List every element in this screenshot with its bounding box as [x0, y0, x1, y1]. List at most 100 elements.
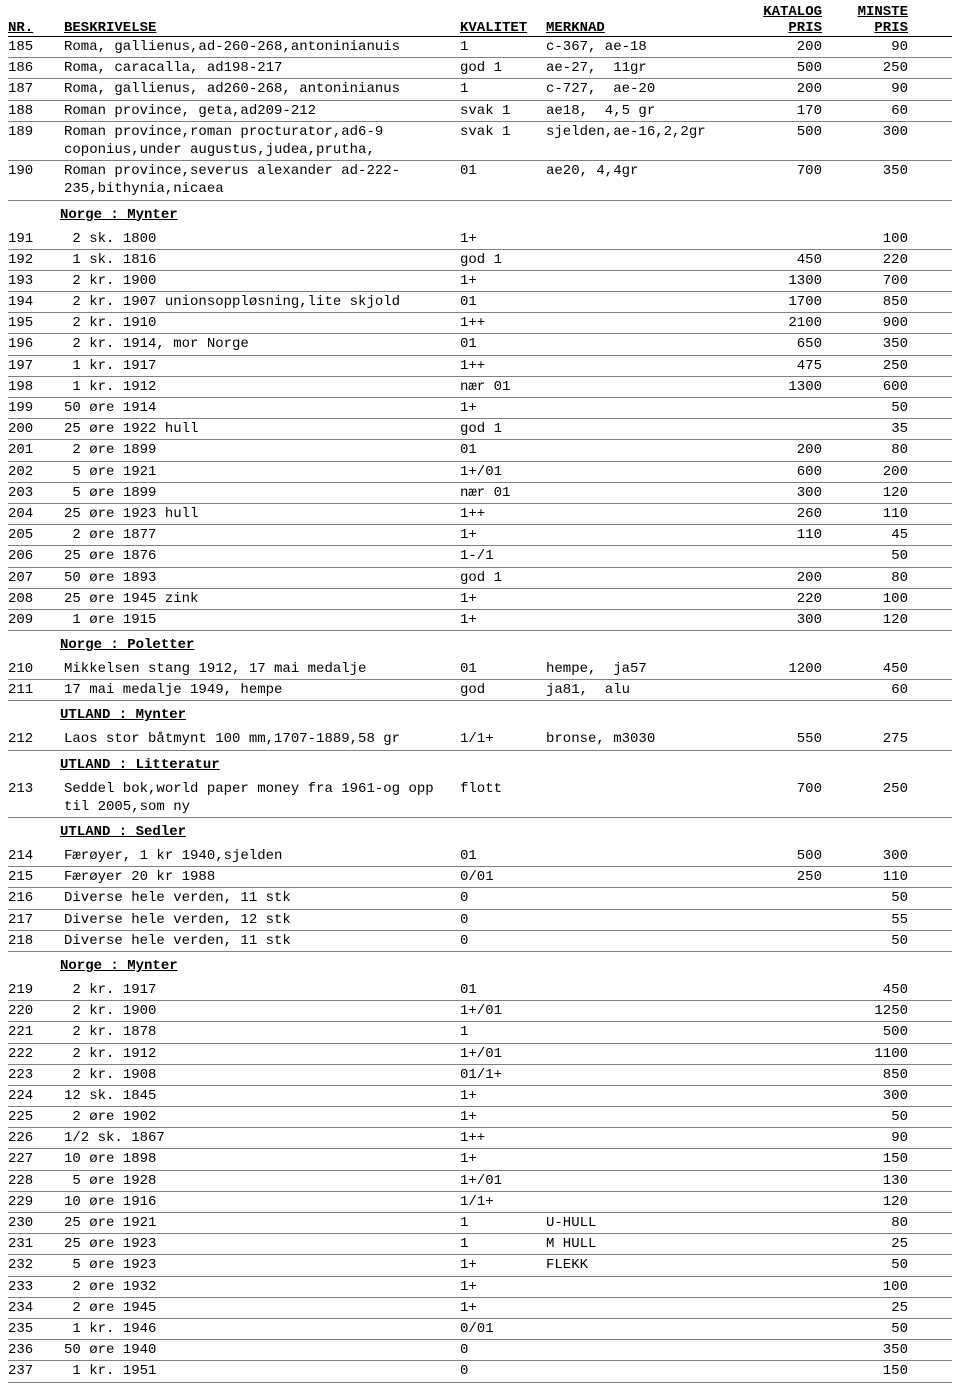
- cell-desc: 5 øre 1921: [64, 463, 460, 481]
- cell-kat: 110: [740, 526, 826, 544]
- cell-merk: [546, 1129, 740, 1147]
- table-row: 228 5 øre 19281+/01130: [8, 1171, 952, 1192]
- cell-kval: 1+/01: [460, 463, 546, 481]
- cell-nr: 225: [8, 1108, 64, 1126]
- cell-nr: 189: [8, 123, 64, 159]
- table-row: 205 2 øre 18771+11045: [8, 525, 952, 546]
- cell-kat: 600: [740, 463, 826, 481]
- cell-kat: [740, 399, 826, 417]
- cell-merk: [546, 357, 740, 375]
- cell-merk: [546, 420, 740, 438]
- cell-merk: [546, 569, 740, 587]
- cell-merk: [546, 251, 740, 269]
- cell-merk: [546, 590, 740, 608]
- table-row: 20425 øre 1923 hull1++260110: [8, 504, 952, 525]
- cell-nr: 236: [8, 1341, 64, 1359]
- cell-kat: [740, 1172, 826, 1190]
- cell-kat: 200: [740, 80, 826, 98]
- cell-desc: 2 kr. 1914, mor Norge: [64, 335, 460, 353]
- cell-min: 250: [826, 780, 912, 816]
- table-row: 223 2 kr. 190801/1+850: [8, 1065, 952, 1086]
- cell-desc: 1 kr. 1946: [64, 1320, 460, 1338]
- cell-desc: 2 øre 1932: [64, 1278, 460, 1296]
- cell-kat: [740, 1066, 826, 1084]
- cell-merk: [546, 1299, 740, 1317]
- cell-kval: 1-/1: [460, 547, 546, 565]
- cell-kat: [740, 1341, 826, 1359]
- section-header: UTLAND : Sedler: [8, 818, 952, 846]
- cell-nr: 219: [8, 981, 64, 999]
- cell-kval: 1+: [460, 1108, 546, 1126]
- cell-desc: Diverse hele verden, 11 stk: [64, 889, 460, 907]
- cell-desc: 2 kr. 1878: [64, 1023, 460, 1041]
- hdr-katalog-pris: PRIS: [740, 20, 826, 36]
- cell-kval: 1+: [460, 1278, 546, 1296]
- cell-kval: nær 01: [460, 484, 546, 502]
- cell-nr: 201: [8, 441, 64, 459]
- cell-kat: 200: [740, 441, 826, 459]
- cell-kat: 1700: [740, 293, 826, 311]
- cell-nr: 202: [8, 463, 64, 481]
- cell-nr: 215: [8, 868, 64, 886]
- table-row: 225 2 øre 19021+50: [8, 1107, 952, 1128]
- hdr-merknad: MERKNAD: [546, 20, 740, 36]
- cell-kval: 01: [460, 162, 546, 198]
- cell-kat: [740, 932, 826, 950]
- cell-min: 50: [826, 889, 912, 907]
- cell-merk: [546, 484, 740, 502]
- cell-kval: 1: [460, 1235, 546, 1253]
- cell-min: 350: [826, 162, 912, 198]
- table-row: 222 2 kr. 19121+/011100: [8, 1044, 952, 1065]
- cell-merk: [546, 1362, 740, 1380]
- table-row: 203 5 øre 1899nær 01300120: [8, 483, 952, 504]
- cell-kat: [740, 1002, 826, 1020]
- table-row: 232 5 øre 19231+FLEKK50: [8, 1255, 952, 1276]
- cell-nr: 196: [8, 335, 64, 353]
- cell-min: 450: [826, 660, 912, 678]
- cell-min: 110: [826, 868, 912, 886]
- cell-merk: [546, 463, 740, 481]
- cell-merk: bronse, m3030: [546, 730, 740, 748]
- cell-merk: [546, 1278, 740, 1296]
- cell-desc: 25 øre 1945 zink: [64, 590, 460, 608]
- cell-desc: 2 kr. 1910: [64, 314, 460, 332]
- cell-merk: ja81, alu: [546, 681, 740, 699]
- table-body: 185Roma, gallienus,ad-260-268,antoninian…: [8, 37, 952, 1383]
- cell-desc: 50 øre 1893: [64, 569, 460, 587]
- table-row: 189Roman province,roman procturator,ad6-…: [8, 122, 952, 161]
- table-row: 201 2 øre 18990120080: [8, 440, 952, 461]
- cell-desc: 1 sk. 1816: [64, 251, 460, 269]
- cell-kval: 1+: [460, 399, 546, 417]
- table-row: 23125 øre 19231M HULL25: [8, 1234, 952, 1255]
- cell-desc: 2 sk. 1800: [64, 230, 460, 248]
- section-header: UTLAND : Mynter: [8, 701, 952, 729]
- cell-kval: god 1: [460, 251, 546, 269]
- cell-nr: 195: [8, 314, 64, 332]
- cell-kat: 2100: [740, 314, 826, 332]
- cell-kat: [740, 889, 826, 907]
- cell-kat: 650: [740, 335, 826, 353]
- table-row: 20625 øre 18761-/150: [8, 546, 952, 567]
- cell-min: 900: [826, 314, 912, 332]
- cell-merk: [546, 1193, 740, 1211]
- cell-nr: 220: [8, 1002, 64, 1020]
- cell-kval: 1+/01: [460, 1002, 546, 1020]
- cell-merk: [546, 780, 740, 816]
- cell-kval: nær 01: [460, 378, 546, 396]
- cell-desc: Roma, caracalla, ad198-217: [64, 59, 460, 77]
- table-row: 233 2 øre 19321+100: [8, 1277, 952, 1298]
- hdr-blank3: [460, 4, 546, 20]
- table-row: 237 1 kr. 19510150: [8, 1361, 952, 1382]
- section-header: Norge : Poletter: [8, 631, 952, 659]
- cell-min: 80: [826, 569, 912, 587]
- cell-kval: 1++: [460, 1129, 546, 1147]
- cell-desc: 1 kr. 1917: [64, 357, 460, 375]
- cell-kval: 1+: [460, 1150, 546, 1168]
- cell-nr: 235: [8, 1320, 64, 1338]
- table-row: 21117 mai medalje 1949, hempegodja81, al…: [8, 680, 952, 701]
- cell-min: 250: [826, 357, 912, 375]
- cell-min: 150: [826, 1362, 912, 1380]
- cell-kat: 170: [740, 102, 826, 120]
- cell-merk: U-HULL: [546, 1214, 740, 1232]
- cell-min: 250: [826, 59, 912, 77]
